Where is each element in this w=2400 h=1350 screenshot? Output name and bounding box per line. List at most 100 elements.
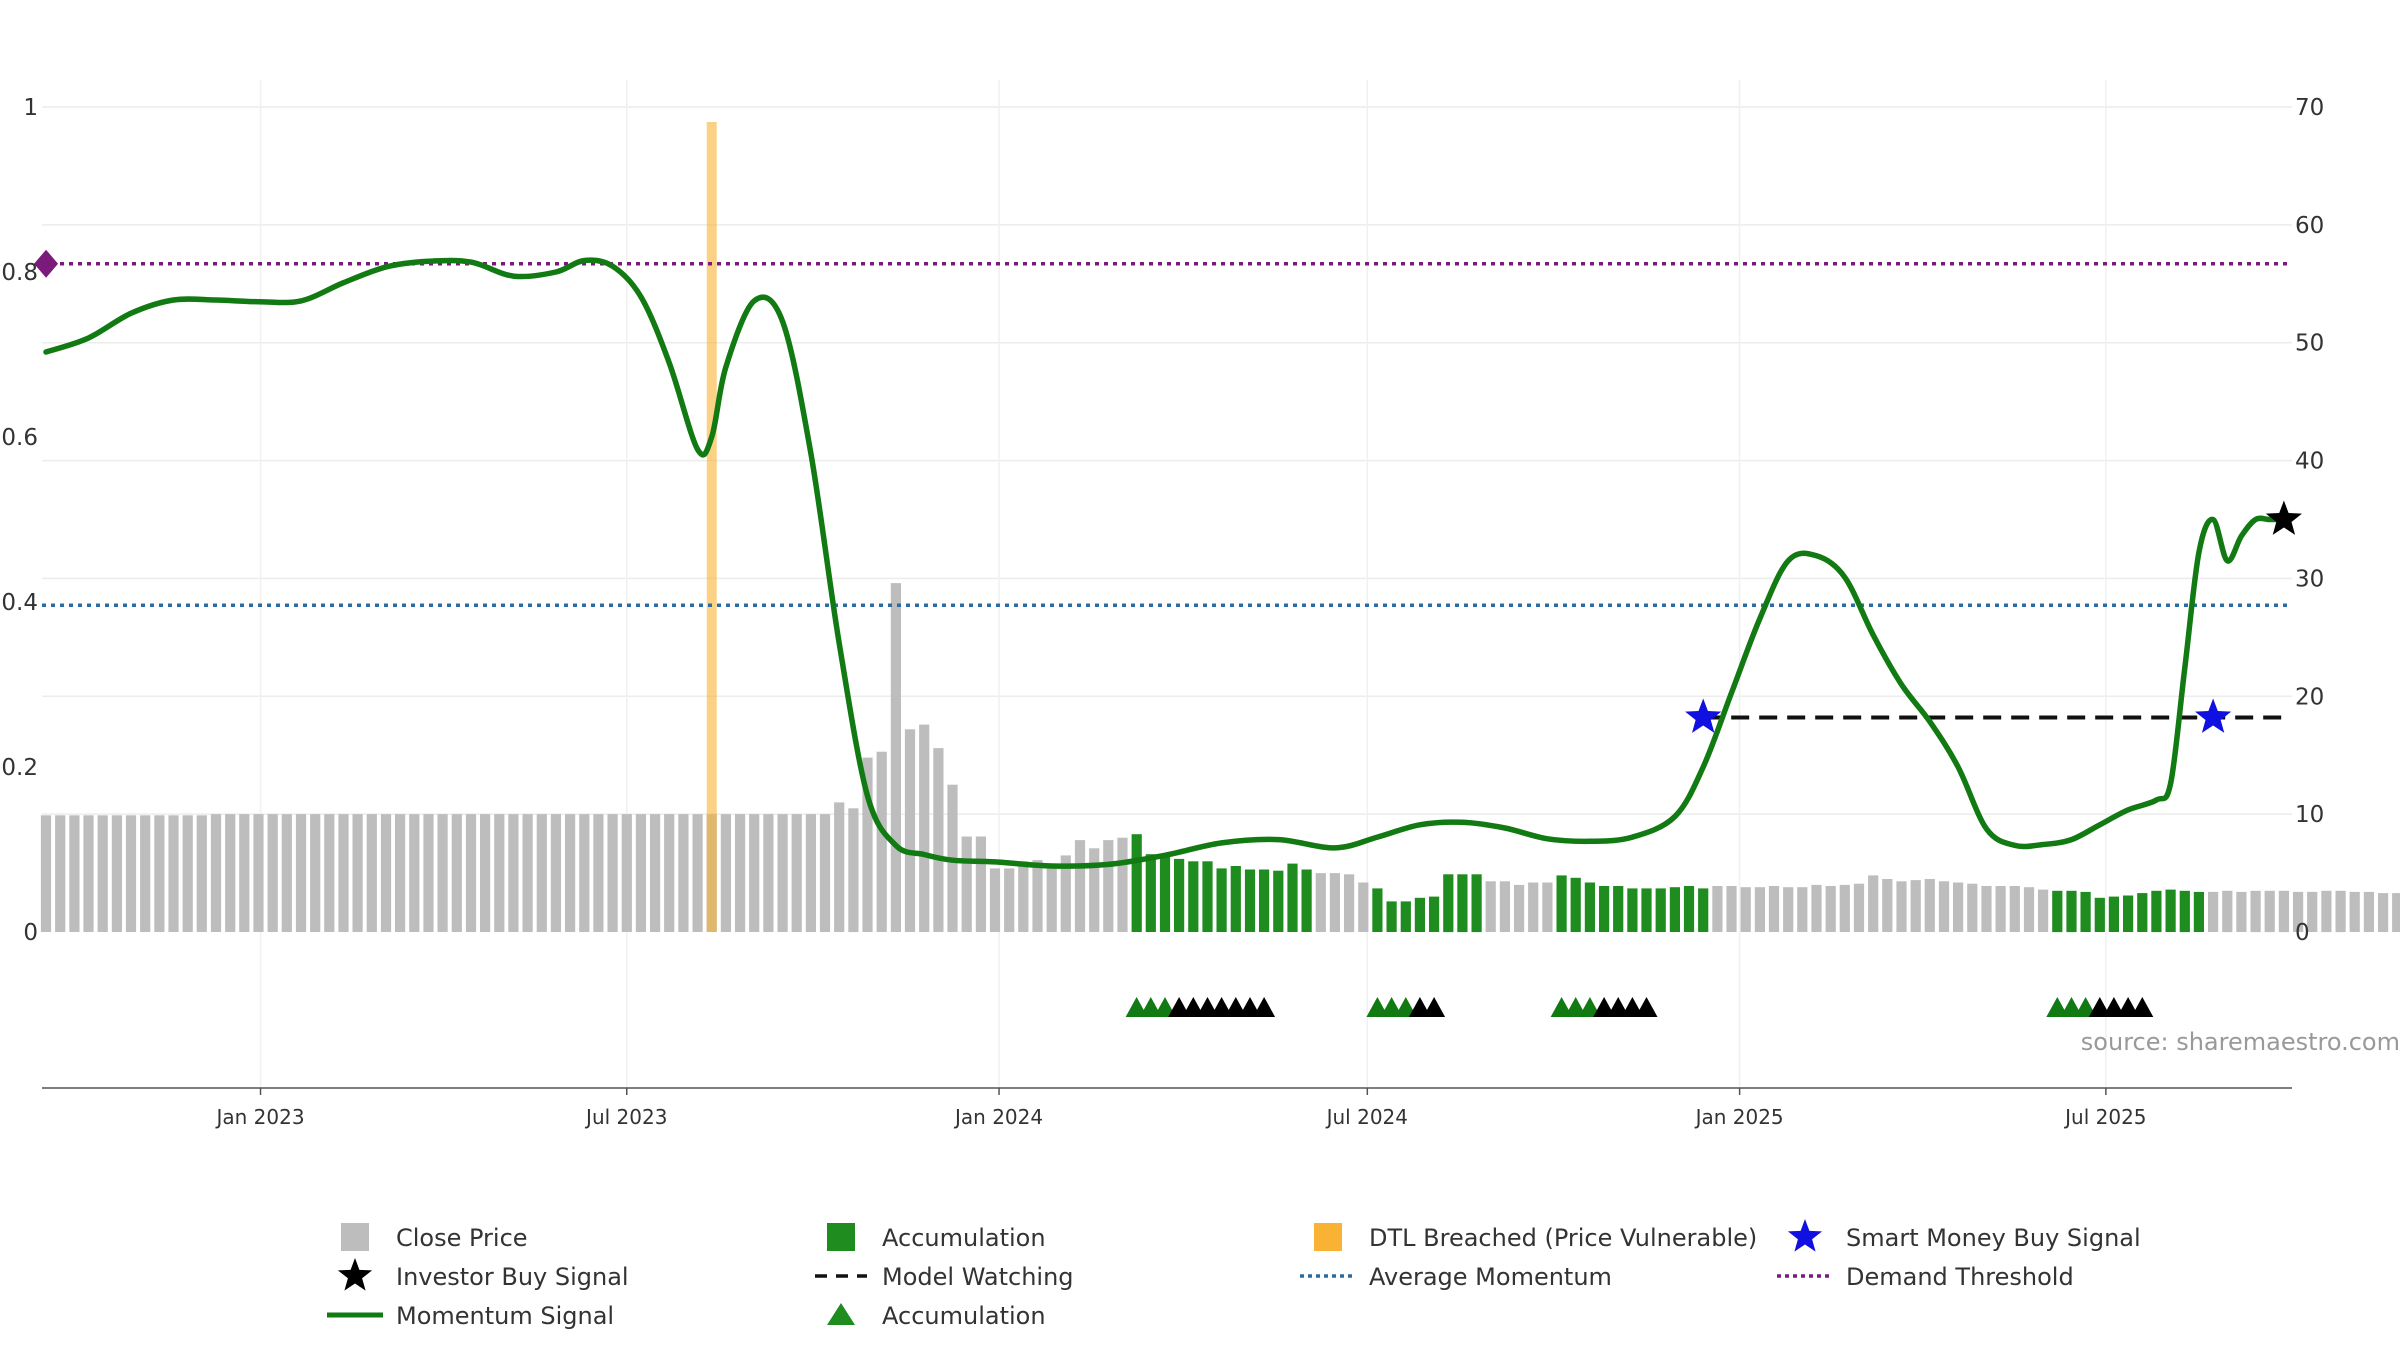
- close-price-bar: [2378, 893, 2389, 932]
- accumulation-bar: [2108, 896, 2119, 932]
- close-price-bar: [749, 814, 760, 932]
- legend-swatch-square: [341, 1223, 369, 1251]
- close-price-bar: [2009, 886, 2020, 932]
- accumulation-bar: [1145, 854, 1156, 932]
- close-price-bar: [1896, 881, 1907, 932]
- watching-triangle: [1196, 997, 1219, 1017]
- legend-label: Accumulation: [882, 1224, 1046, 1252]
- close-price-bar: [664, 814, 675, 932]
- close-price-bar: [210, 814, 222, 932]
- accumulation-bar: [1414, 897, 1425, 932]
- close-price-bar: [409, 814, 420, 932]
- accumulation-bar: [1655, 888, 1666, 932]
- close-price-bar: [267, 814, 278, 932]
- close-price-bar: [565, 814, 576, 932]
- close-price-bar: [352, 814, 363, 932]
- legend: Close Price Accumulation DTL Breached (Pri…: [327, 1219, 2141, 1330]
- watching-triangle: [1593, 997, 1616, 1017]
- accumulation-bar: [1244, 869, 1256, 932]
- close-price-bar: [763, 814, 774, 932]
- close-price-bar: [1740, 887, 1751, 932]
- accumulation-bar: [1471, 874, 1482, 933]
- investor-buy-star: [2265, 500, 2302, 535]
- accumulation-bar: [2179, 890, 2190, 933]
- close-price-bar: [295, 814, 307, 932]
- legend-swatch-star: [1787, 1219, 1823, 1252]
- watching-triangle: [2088, 997, 2111, 1017]
- price-bars: [40, 122, 2400, 933]
- legend-label: Demand Threshold: [1846, 1263, 2074, 1291]
- close-price-bar: [607, 814, 618, 932]
- source-label: source: sharemaestro.com: [2081, 1028, 2400, 1056]
- dtl-breached-band: [706, 122, 717, 932]
- close-price-bar: [1032, 860, 1043, 932]
- close-price-bar: [1938, 881, 1950, 932]
- legend-label: DTL Breached (Price Vulnerable): [1369, 1224, 1757, 1252]
- close-price-bar: [536, 814, 547, 932]
- accumulation-bar: [1683, 886, 1695, 932]
- close-price-bar: [579, 814, 590, 932]
- accumulation-bar: [1174, 858, 1185, 932]
- accumulation-bar: [2123, 895, 2134, 932]
- close-price-bar: [324, 814, 335, 932]
- close-price-bar: [154, 815, 165, 932]
- close-price-bar: [862, 757, 873, 932]
- close-price-bar: [2363, 891, 2374, 932]
- legend-label: Investor Buy Signal: [396, 1263, 629, 1291]
- close-price-bar: [1074, 840, 1086, 932]
- accumulation-bar: [1216, 868, 1227, 932]
- close-price-bar: [1528, 882, 1539, 932]
- close-price-bar: [692, 814, 703, 932]
- close-price-bar: [1089, 848, 1100, 932]
- right-tick-label: 10: [2295, 802, 2324, 828]
- accumulation-bar: [1641, 888, 1652, 932]
- close-price-bar: [83, 815, 94, 932]
- right-tick-label: 70: [2295, 95, 2324, 121]
- close-price-bar: [225, 814, 236, 932]
- accumulation-bar: [1131, 834, 1142, 932]
- close-price-bar: [522, 814, 533, 932]
- close-price-bar: [196, 815, 207, 932]
- close-price-bar: [423, 814, 434, 932]
- close-price-bar: [465, 814, 477, 932]
- close-price-bar: [1868, 875, 1879, 932]
- close-price-bar: [395, 814, 406, 932]
- close-price-bar: [2293, 891, 2304, 932]
- legend-label: Average Momentum: [1369, 1263, 1612, 1291]
- close-price-bar: [1924, 879, 1935, 932]
- close-price-bar: [366, 814, 377, 932]
- watching-triangle: [2117, 997, 2140, 1017]
- close-price-bar: [281, 814, 292, 932]
- accumulation-triangle: [1125, 997, 1148, 1017]
- close-price-bar: [2236, 891, 2247, 932]
- close-price-bar: [451, 814, 462, 932]
- close-price-bar: [2208, 891, 2219, 932]
- accumulation-bar: [1188, 861, 1199, 932]
- accumulation-bar: [1372, 888, 1383, 932]
- momentum-lines: [43, 257, 2287, 869]
- watching-triangle: [2102, 997, 2125, 1017]
- close-price-bar: [1117, 837, 1128, 932]
- legend-label: Model Watching: [882, 1263, 1074, 1291]
- accumulation-bar: [1202, 861, 1213, 932]
- close-price-bar: [720, 814, 731, 932]
- accumulation-bar: [1259, 869, 1270, 932]
- reference-lines: [42, 262, 2292, 720]
- close-price-bar: [1329, 873, 1340, 932]
- close-price-bar: [2392, 893, 2400, 932]
- close-price-bar: [1514, 884, 1525, 932]
- accumulation-bar: [1599, 886, 1610, 932]
- close-price-bar: [125, 815, 137, 932]
- close-price-bar: [1853, 883, 1865, 932]
- accumulation-bar: [2165, 889, 2176, 932]
- smart-money-buy-star: [1685, 698, 1722, 733]
- close-price-bar: [2038, 889, 2049, 932]
- close-price-bar: [1344, 874, 1355, 933]
- close-price-bar: [1726, 886, 1737, 932]
- watching-triangle: [1168, 997, 1191, 1017]
- left-tick-label: 0.6: [1, 425, 38, 451]
- right-tick-label: 50: [2295, 331, 2324, 357]
- x-tick-label: Jan 2024: [953, 1105, 1043, 1129]
- close-price-bar: [650, 814, 661, 932]
